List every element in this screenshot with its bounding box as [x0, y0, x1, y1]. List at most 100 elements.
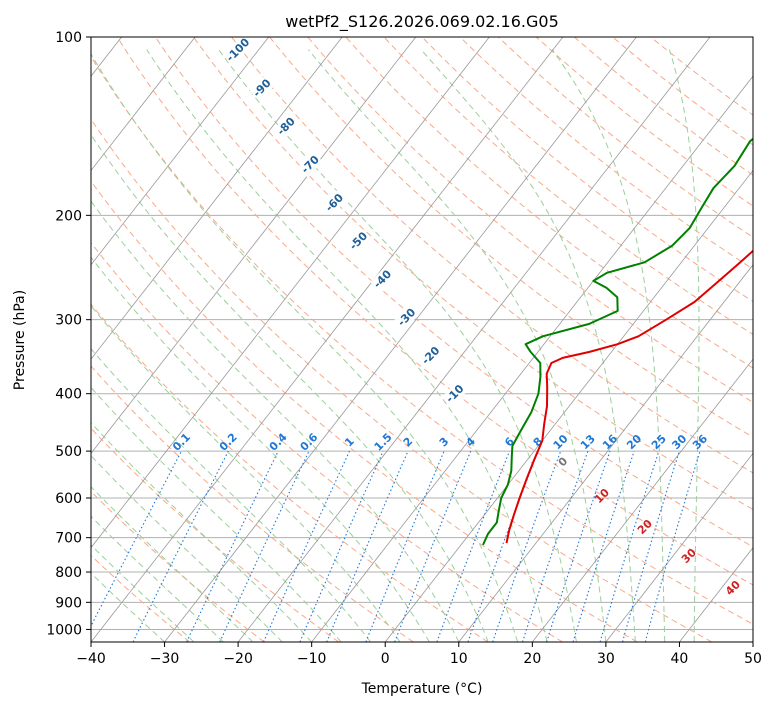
- mixing-ratio-line: [436, 450, 511, 642]
- moist-adiabats: [91, 49, 700, 642]
- isotherm-label-bg: [393, 304, 420, 331]
- y-tick-label: 700: [55, 531, 82, 547]
- x-tick-label: 10: [450, 651, 468, 667]
- mixing-ratio-line: [492, 450, 562, 642]
- mixing-ratio-line: [326, 450, 409, 642]
- moist-adiabat-line: [218, 49, 577, 642]
- x-tick-label: 0: [381, 651, 390, 667]
- isotherm-label-bg: [225, 37, 251, 63]
- mixing-ratio-line: [622, 450, 680, 642]
- moist-adiabat-line: [91, 572, 165, 642]
- dry-adiabat-line: [91, 241, 563, 642]
- profile-line: [482, 137, 753, 546]
- dry-adiabat-line: [459, 37, 753, 270]
- moist-adiabat-line: [420, 49, 636, 642]
- mixing-ratio-line: [262, 450, 351, 642]
- y-tick-label: 900: [55, 595, 82, 611]
- moist-adiabat-line: [91, 422, 313, 642]
- chart-title: wetPf2_S126.2026.069.02.16.G05: [285, 12, 559, 32]
- dry-adiabat-line: [91, 365, 414, 642]
- y-tick-label: 600: [55, 491, 82, 507]
- isotherm-line: [311, 75, 753, 642]
- x-tick-label: −40: [76, 651, 106, 667]
- mixing-ratio-line: [599, 450, 660, 642]
- isobar-grid: [91, 37, 753, 630]
- dry-adiabat-line: [230, 37, 753, 474]
- y-tick-label: 100: [55, 30, 82, 46]
- x-axis-label: Temperature (°C): [361, 681, 483, 697]
- isotherm-line: [237, 37, 711, 642]
- mixing-ratio-line: [521, 450, 589, 642]
- mixing-ratio-line: [299, 450, 384, 642]
- isotherm-line: [91, 37, 196, 172]
- x-tick-label: 40: [671, 651, 689, 667]
- mixing-ratio-line: [572, 450, 635, 642]
- dry-adiabat-line: [91, 118, 713, 642]
- x-tick-label: −10: [297, 651, 327, 667]
- y-tick-label: 300: [55, 313, 82, 329]
- profile-line: [505, 249, 753, 544]
- dry-adiabat-line: [345, 37, 753, 369]
- mixing-ratio-line: [132, 450, 229, 642]
- moist-adiabat-line: [91, 486, 254, 642]
- dry-adiabat-line: [91, 180, 638, 642]
- moist-adiabat-line: [91, 544, 195, 642]
- dry-adiabat-line: [116, 37, 753, 586]
- x-tick-label: 20: [523, 651, 541, 667]
- dry-adiabat-line: [154, 37, 753, 548]
- isotherm-line: [91, 37, 269, 266]
- mixing-ratio-line: [365, 450, 445, 642]
- moist-adiabat-line: [91, 454, 283, 642]
- isotherm-line: [91, 37, 490, 549]
- y-axis-ticks: 1000 900 800 700 600 500 400 300 200 100: [46, 30, 91, 638]
- dry-adiabat-line: [497, 37, 753, 238]
- isotherm-label-bg: [442, 381, 468, 407]
- moist-adiabat-line: [91, 515, 224, 642]
- isotherm-line: [605, 452, 753, 642]
- isotherm-label-bg: [321, 190, 348, 216]
- moist-adiabat-line: [91, 348, 371, 642]
- plot-frame: [90, 36, 754, 643]
- y-tick-label: 200: [55, 208, 82, 224]
- isotherm-line: [384, 169, 753, 642]
- y-axis-label: Pressure (hPa): [12, 290, 28, 390]
- mixing-ratio-line: [394, 450, 472, 642]
- isotherm-label-bg: [273, 113, 299, 140]
- isotherm-label-bg: [345, 228, 372, 254]
- isotherm-line: [91, 37, 564, 642]
- isotherm-line: [91, 37, 343, 360]
- dry-adiabat-line: [573, 37, 753, 176]
- isotherms: [91, 37, 753, 642]
- y-tick-label: 400: [55, 387, 82, 403]
- profile-series: [482, 137, 753, 546]
- isotherm-label-bg: [297, 151, 324, 178]
- x-tick-label: −30: [150, 651, 180, 667]
- y-tick-label: 500: [55, 444, 82, 460]
- x-tick-label: 50: [744, 651, 762, 667]
- x-axis-ticks: −40 −30 −20 −10 0 10 20 30 40 50: [76, 642, 762, 667]
- moist-adiabat-line: [308, 49, 607, 642]
- isotherm-line: [532, 358, 753, 642]
- moist-adiabat-line: [91, 305, 401, 642]
- x-tick-label: 30: [597, 651, 615, 667]
- dry-adiabat-line: [307, 37, 753, 403]
- isotherm-label-bg: [249, 75, 275, 101]
- y-tick-label: 1000: [46, 622, 82, 638]
- moist-adiabat-line: [91, 133, 489, 642]
- x-tick-label: −20: [223, 651, 253, 667]
- moist-adiabat-line: [91, 53, 519, 642]
- y-tick-label: 800: [55, 565, 82, 581]
- isotherm-line: [164, 37, 637, 642]
- isotherm-label-bg: [369, 266, 396, 292]
- mixing-ratio-line: [644, 450, 701, 642]
- dry-adiabats: [91, 37, 753, 642]
- isotherm-line: [458, 264, 753, 642]
- dry-adiabat-line: [192, 37, 753, 511]
- isotherm-line: [91, 37, 417, 455]
- isotherm-label-bg: [418, 342, 444, 369]
- moist-adiabat-line: [669, 49, 700, 642]
- moist-adiabat-line: [551, 49, 666, 642]
- dry-adiabat-line: [91, 55, 753, 625]
